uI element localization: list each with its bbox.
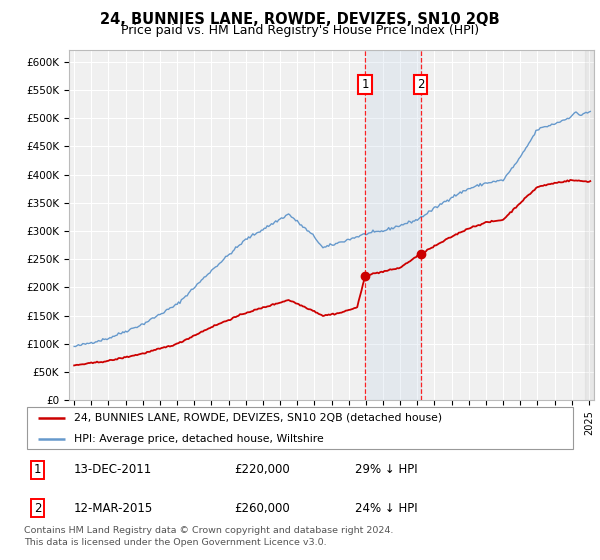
Text: Price paid vs. HM Land Registry's House Price Index (HPI): Price paid vs. HM Land Registry's House …: [121, 24, 479, 36]
Text: £260,000: £260,000: [234, 502, 290, 515]
Text: 1: 1: [361, 78, 369, 91]
Bar: [365, 50, 421, 400]
Text: 29% ↓ HPI: 29% ↓ HPI: [355, 463, 418, 476]
FancyBboxPatch shape: [27, 407, 573, 449]
Text: 24, BUNNIES LANE, ROWDE, DEVIZES, SN10 2QB: 24, BUNNIES LANE, ROWDE, DEVIZES, SN10 2…: [100, 12, 500, 27]
Bar: [584, 50, 594, 400]
Text: 24, BUNNIES LANE, ROWDE, DEVIZES, SN10 2QB (detached house): 24, BUNNIES LANE, ROWDE, DEVIZES, SN10 2…: [74, 413, 442, 423]
Text: 24% ↓ HPI: 24% ↓ HPI: [355, 502, 418, 515]
Text: 13-DEC-2011: 13-DEC-2011: [74, 463, 152, 476]
Text: Contains HM Land Registry data © Crown copyright and database right 2024.
This d: Contains HM Land Registry data © Crown c…: [24, 526, 394, 547]
Text: 2: 2: [417, 78, 424, 91]
Text: 12-MAR-2015: 12-MAR-2015: [74, 502, 153, 515]
Text: 1: 1: [34, 463, 41, 476]
Text: 2: 2: [34, 502, 41, 515]
Text: HPI: Average price, detached house, Wiltshire: HPI: Average price, detached house, Wilt…: [74, 435, 323, 444]
Text: £220,000: £220,000: [234, 463, 290, 476]
